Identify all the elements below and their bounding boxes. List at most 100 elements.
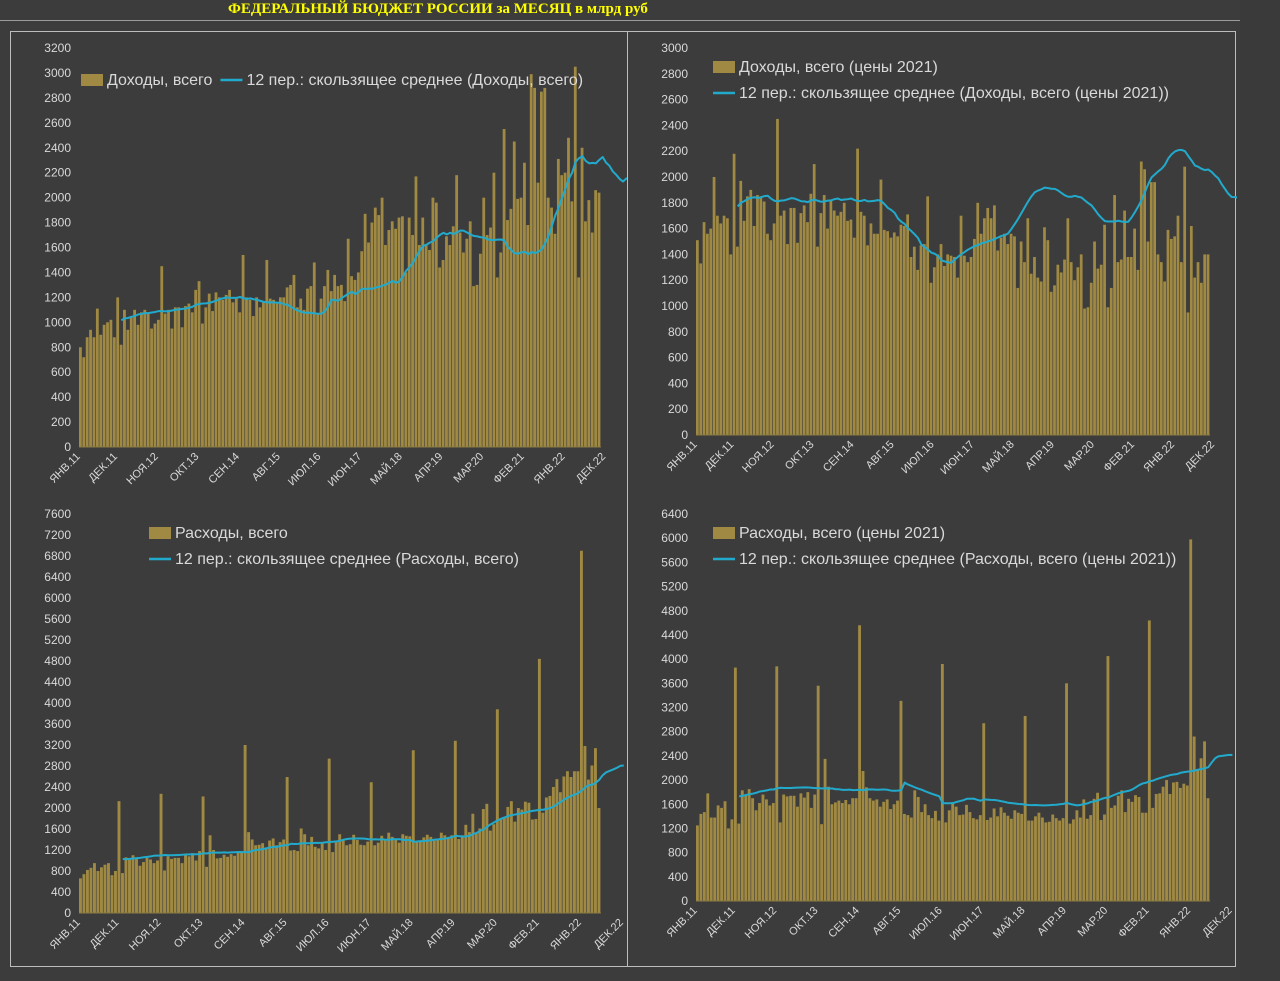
x-tick-label: АПР.19	[424, 917, 458, 951]
y-tick-label: 3200	[44, 738, 71, 752]
bar	[384, 245, 387, 447]
y-tick-label: 4800	[44, 654, 71, 668]
bar	[114, 871, 117, 913]
bar	[772, 223, 776, 435]
bar	[257, 844, 261, 913]
bar	[1013, 810, 1017, 901]
bar	[520, 809, 524, 913]
bar	[512, 141, 516, 447]
bar	[756, 195, 759, 435]
bar	[961, 814, 965, 901]
x-tick-label: МАЙ.18	[980, 438, 1017, 475]
legend-line-label: 12 пер.: скользящее среднее (Расходы, вс…	[739, 551, 1176, 568]
bar	[1006, 244, 1010, 435]
chart-panel-expenses-2021-prices: 0 400 800 1200 1600 2000 2400 2800 3200 3600 4000 4…	[627, 498, 1236, 967]
bar	[1199, 282, 1203, 435]
bar	[121, 873, 124, 913]
bar	[441, 259, 445, 447]
bar	[292, 850, 296, 913]
x-tick-label: МАР.20	[451, 451, 486, 486]
bar	[546, 197, 550, 448]
bar	[1173, 236, 1177, 435]
y-tick-label: 1400	[44, 265, 71, 279]
bar	[906, 214, 910, 435]
bar	[250, 839, 254, 913]
y-tick-label: 3600	[661, 676, 688, 690]
bar	[1082, 799, 1086, 901]
bar	[584, 221, 587, 447]
bar	[1089, 282, 1093, 435]
bar	[124, 857, 128, 913]
bar	[986, 207, 990, 435]
bar	[146, 312, 150, 447]
bar	[1047, 821, 1051, 901]
bar	[180, 863, 184, 914]
bar	[1203, 741, 1206, 901]
bar	[478, 253, 482, 447]
bar	[355, 840, 359, 913]
bar	[383, 840, 387, 913]
bar	[153, 323, 157, 447]
bar	[722, 215, 726, 435]
bar	[934, 810, 937, 901]
bar	[816, 246, 819, 435]
y-tick-label: 2200	[661, 144, 688, 158]
bar	[401, 834, 405, 913]
x-tick-label: ОКТ.13	[787, 905, 821, 939]
bar	[527, 802, 531, 913]
bar	[481, 809, 485, 913]
bar	[996, 250, 1000, 435]
bar	[295, 307, 299, 447]
bar	[1096, 268, 1100, 435]
y-tick-label: 2200	[44, 166, 71, 180]
bar	[387, 230, 391, 447]
chart-expenses-2021-prices: 0 400 800 1200 1600 2000 2400 2800 3200 3600 4000 4…	[661, 507, 1234, 943]
bar	[156, 319, 160, 447]
x-tick-label: ДЕК.22	[574, 451, 608, 485]
bar	[348, 844, 352, 913]
bar	[343, 301, 347, 447]
bar	[417, 245, 421, 447]
bar	[593, 748, 597, 913]
bar	[856, 148, 859, 435]
y-tick-label: 200	[668, 402, 688, 416]
bar	[478, 828, 482, 913]
x-tick-label: ДЕК.11	[86, 451, 120, 485]
bar	[1153, 182, 1156, 435]
x-tick-label: АВГ.15	[250, 451, 283, 484]
bar	[289, 850, 293, 913]
bar	[411, 750, 415, 913]
bar	[397, 217, 401, 447]
bar	[166, 856, 170, 913]
bar	[789, 795, 792, 901]
bar	[95, 308, 99, 447]
y-tick-label: 0	[64, 906, 71, 920]
y-tick-label: 2800	[661, 725, 688, 739]
bar	[418, 841, 422, 913]
bar	[796, 806, 799, 901]
bar	[177, 857, 180, 914]
bar	[730, 819, 734, 901]
bar	[159, 793, 163, 913]
bar	[799, 213, 803, 435]
bar	[1182, 783, 1186, 901]
bar	[996, 816, 999, 901]
bar	[499, 252, 503, 447]
bar	[536, 182, 540, 447]
bar	[586, 779, 590, 913]
bar	[733, 667, 737, 901]
bar	[913, 790, 917, 901]
bar	[854, 798, 858, 901]
bar	[489, 227, 492, 447]
bar	[1178, 787, 1182, 901]
bar	[471, 813, 475, 913]
bar	[434, 202, 438, 447]
bar	[567, 137, 570, 447]
bar	[145, 857, 149, 914]
bar	[849, 219, 853, 435]
bar	[1076, 267, 1080, 435]
bar	[1040, 817, 1044, 901]
y-tick-label: 6400	[661, 507, 688, 521]
bar	[1168, 793, 1172, 901]
bar	[796, 242, 799, 435]
